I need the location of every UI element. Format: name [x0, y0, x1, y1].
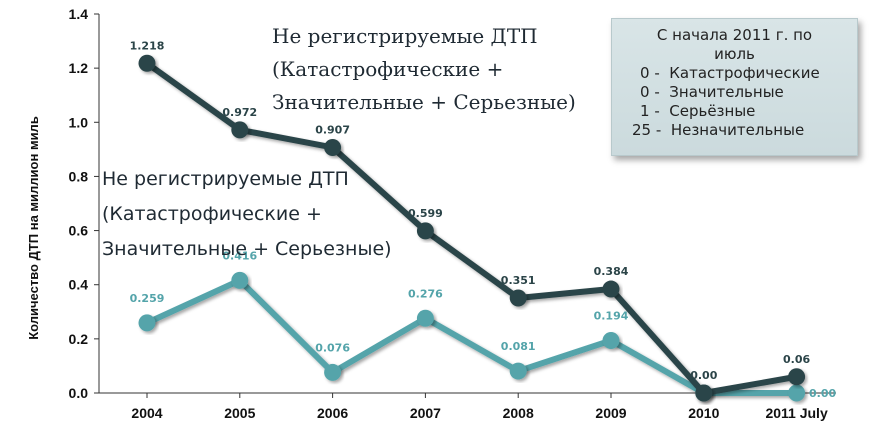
summary-row: 0 - Значительные [612, 83, 857, 102]
series-point-0 [416, 222, 434, 240]
data-label-series-0: 0.00 [690, 369, 717, 382]
y-tick-label: 0.4 [69, 277, 89, 293]
annotation-lower: Не регистрируемые ДТП (Катастрофические … [102, 162, 442, 267]
series-point-1 [788, 384, 806, 402]
summary-row-separator: - [649, 64, 670, 82]
data-label-series-0: 0.972 [222, 106, 257, 119]
annotation-upper: Не регистрируемые ДТП (Катастрофические … [272, 20, 602, 119]
summary-row-label: Значительные [669, 83, 784, 101]
summary-row-separator: - [649, 102, 670, 120]
series-point-0 [602, 280, 620, 298]
x-tick-label: 2006 [317, 405, 348, 421]
x-tick-label: 2004 [131, 405, 162, 421]
series-point-0 [231, 121, 249, 139]
data-label-series-1: 0.416 [222, 249, 257, 262]
data-label-series-0: 0.384 [594, 265, 629, 278]
series-point-1 [602, 331, 620, 349]
x-ticks: 2004 2005 2006 2007 2008 2009 2010 2011 July [131, 393, 828, 421]
annotation-lower-line3: Значительные + Серьезные) [102, 238, 392, 260]
summary-header-line1: С начала 2011 г. по [656, 26, 813, 44]
annotation-lower-line2: (Катастрофические + [102, 203, 322, 225]
summary-row-count: 0 [640, 83, 650, 101]
data-label-series-1: 0.081 [501, 340, 536, 353]
summary-row: 25 - Незначительные [612, 121, 857, 140]
annotation-upper-line2: (Катастрофические + [272, 57, 504, 81]
summary-row-label: Серьёзные [669, 102, 756, 120]
y-tick-label: 1.0 [69, 114, 89, 130]
data-label-series-1: 0.00 [809, 387, 836, 400]
series-line-1 [144, 277, 800, 396]
summary-header: С начала 2011 г. по июль [612, 26, 857, 64]
x-tick-label: 2007 [410, 405, 441, 421]
summary-row-separator: - [649, 83, 670, 101]
summary-row: 1 - Серьёзные [612, 102, 857, 121]
summary-row: 0 - Катастрофические [612, 64, 857, 83]
y-tick-label: 0.2 [69, 331, 89, 347]
summary-row-label: Катастрофические [669, 64, 820, 82]
y-tick-label: 1.4 [69, 6, 89, 22]
x-tick-label: 2008 [503, 405, 534, 421]
series-layer [138, 54, 806, 402]
x-tick-label: 2009 [595, 405, 626, 421]
annotation-lower-line1: Не регистрируемые ДТП [102, 168, 349, 190]
y-ticks: 0.0 0.2 0.4 0.6 0.8 1.0 1.2 1.4 [69, 6, 99, 401]
series-point-1 [509, 362, 527, 380]
summary-box: С начала 2011 г. по июль 0 - Катастрофич… [611, 18, 858, 156]
data-label-series-0: 0.06 [783, 353, 810, 366]
y-tick-label: 0.8 [69, 168, 89, 184]
data-label-series-1: 0.276 [408, 287, 443, 300]
series-line-0 [144, 60, 800, 396]
x-tick-label: 2011 July [765, 405, 827, 421]
series-point-0 [324, 138, 342, 156]
series-point-1 [231, 271, 249, 289]
data-label-series-0: 0.351 [501, 274, 536, 287]
y-axis-label: Количество ДТП на миллион миль [26, 116, 41, 340]
data-label-series-0: 0.599 [408, 207, 443, 220]
series-point-0 [509, 289, 527, 307]
summary-header-line2: июль [714, 45, 755, 63]
x-tick-label: 2005 [224, 405, 255, 421]
y-tick-label: 1.2 [69, 60, 89, 76]
annotation-upper-line3: Значительные + Серьезные) [272, 90, 576, 114]
summary-row-label: Незначительные [670, 121, 805, 139]
series-point-1 [324, 363, 342, 381]
annotation-upper-line1: Не регистрируемые ДТП [272, 24, 538, 48]
y-tick-label: 0.0 [69, 385, 89, 401]
data-label-series-0: 1.218 [130, 39, 165, 52]
summary-rows: 0 - Катастрофические 0 - Значительные 1 - … [612, 64, 857, 140]
data-label-series-1: 0.076 [315, 341, 350, 354]
data-labels: 1.218 0.972 0.907 0.599 0.351 0.384 0.00 0.06 0.… [130, 39, 837, 400]
series-point-1 [416, 309, 434, 327]
summary-row-separator: - [651, 121, 671, 139]
data-label-series-1: 0.259 [130, 292, 165, 305]
y-tick-label: 0.6 [69, 223, 89, 239]
summary-row-count: 1 [640, 102, 650, 120]
summary-row-count: 25 [632, 121, 652, 139]
data-label-series-1: 0.194 [594, 309, 629, 322]
series-point-0 [695, 384, 713, 402]
series-point-1 [138, 314, 156, 332]
data-label-series-0: 0.907 [315, 123, 350, 136]
summary-row-count: 0 [640, 64, 650, 82]
series-point-0 [788, 368, 806, 386]
x-tick-label: 2010 [688, 405, 719, 421]
series-point-0 [138, 54, 156, 72]
